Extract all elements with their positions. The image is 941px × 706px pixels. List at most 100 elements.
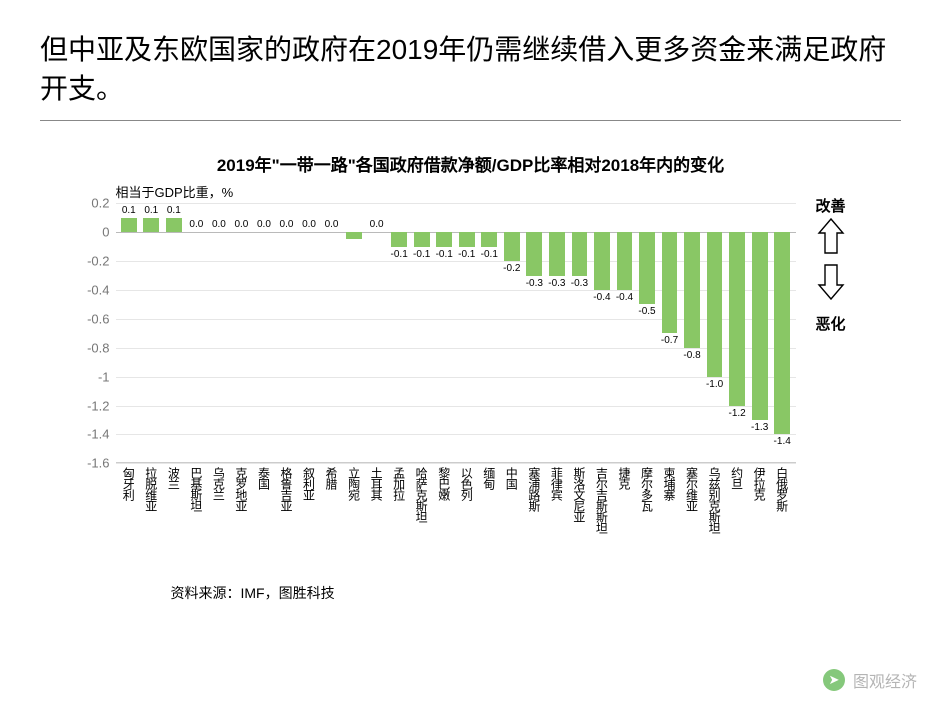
x-label: 泰国	[255, 467, 272, 489]
x-label: 塞浦路斯	[526, 467, 543, 511]
bar-slot: -0.1	[410, 203, 433, 462]
bar	[481, 232, 497, 246]
y-axis: 0.20-0.2-0.4-0.6-0.8-1-1.2-1.4-1.6	[61, 203, 116, 463]
bar-slot: 0.0	[208, 203, 231, 462]
bar-value-label: 0.0	[189, 219, 203, 230]
x-label: 巴基斯坦	[188, 467, 205, 511]
bar-value-label: 0.0	[234, 219, 248, 230]
bar	[459, 232, 475, 246]
x-label: 土耳其	[368, 467, 385, 500]
bar-value-label: -0.1	[458, 249, 475, 260]
bar-slot: -0.5	[636, 203, 659, 462]
y-tick: 0.2	[91, 196, 109, 211]
bar-value-label: -0.4	[593, 292, 610, 303]
y-tick: -1	[98, 369, 110, 384]
y-tick: -0.4	[87, 283, 109, 298]
bar-value-label: 0.0	[302, 219, 316, 230]
x-label: 哈萨克斯坦	[413, 467, 430, 522]
bar-slot: 0.1	[118, 203, 141, 462]
bar-slot: -0.7	[658, 203, 681, 462]
x-label: 斯洛文尼亚	[571, 467, 588, 522]
x-label: 希腊	[323, 467, 340, 489]
bar-value-label: 0.0	[212, 219, 226, 230]
bar-slot: -0.8	[681, 203, 704, 462]
bar	[143, 218, 159, 232]
y-tick: -1.4	[87, 427, 109, 442]
x-label: 黎巴嫩	[436, 467, 453, 500]
bar	[707, 232, 723, 376]
x-label: 叙利亚	[301, 467, 318, 500]
bar-slot: 0.0	[230, 203, 253, 462]
bar-value-label: -0.8	[683, 350, 700, 361]
bar	[639, 232, 655, 304]
y-tick: -0.2	[87, 254, 109, 269]
bar-slot: 0.1	[163, 203, 186, 462]
bar	[166, 218, 182, 232]
bar-value-label: -0.3	[571, 278, 588, 289]
arrow-down-icon	[817, 261, 845, 301]
bar-value-label: 0.0	[370, 219, 384, 230]
x-label: 伊拉克	[751, 467, 768, 500]
bar-slot: -1.0	[703, 203, 726, 462]
gridline	[116, 463, 796, 464]
bar-value-label: 0.0	[280, 219, 294, 230]
x-label: 缅甸	[481, 467, 498, 489]
bar	[752, 232, 768, 420]
bar-slot: -0.1	[455, 203, 478, 462]
chart-source: 资料来源：IMF，图胜科技	[171, 583, 881, 603]
bar	[414, 232, 430, 246]
annotations: 改善 恶化	[796, 203, 866, 463]
divider	[40, 120, 901, 121]
bar-value-label: 0.0	[257, 219, 271, 230]
y-tick: -0.6	[87, 311, 109, 326]
bar-value-label: 0.0	[325, 219, 339, 230]
bar-value-label: -0.1	[436, 249, 453, 260]
bar	[662, 232, 678, 333]
x-label: 中国	[503, 467, 520, 489]
bar-slot: -0.4	[591, 203, 614, 462]
bar-value-label: -1.2	[728, 408, 745, 419]
bar	[391, 232, 407, 246]
bar-slot: -1.3	[748, 203, 771, 462]
bar-value-label: -0.4	[616, 292, 633, 303]
x-label: 捷克	[616, 467, 633, 489]
bar-slot: -0.1	[478, 203, 501, 462]
bar-slot: -0.1	[388, 203, 411, 462]
x-label: 菲律宾	[548, 467, 565, 500]
bar-value-label: -1.3	[751, 422, 768, 433]
slide: 但中亚及东欧国家的政府在2019年仍需继续借入更多资金来满足政府开支。 2019…	[0, 0, 941, 706]
bar-value-label: -0.3	[548, 278, 565, 289]
annotation-improve: 改善	[796, 195, 866, 216]
chart: 2019年"一带一路"各国政府借款净额/GDP比率相对2018年内的变化 相当于…	[61, 151, 881, 603]
bar-slot: 0.0	[298, 203, 321, 462]
bars: 0.10.10.10.00.00.00.00.00.00.00.0-0.1-0.…	[116, 203, 796, 462]
bar	[526, 232, 542, 275]
x-label: 柬埔寨	[661, 467, 678, 500]
bar-value-label: -1.4	[774, 436, 791, 447]
chart-title: 2019年"一带一路"各国政府借款净额/GDP比率相对2018年内的变化	[61, 151, 881, 176]
bar-slot: 0.0	[365, 203, 388, 462]
bar-value-label: -0.2	[503, 263, 520, 274]
slide-title: 但中亚及东欧国家的政府在2019年仍需继续借入更多资金来满足政府开支。	[40, 30, 901, 108]
bar	[729, 232, 745, 405]
bar-slot: 0.0	[320, 203, 343, 462]
bar	[504, 232, 520, 261]
bar-value-label: -0.1	[481, 249, 498, 260]
x-label: 乌兹别克斯坦	[706, 467, 723, 533]
x-label: 乌克兰	[210, 467, 227, 500]
bar-value-label: -0.3	[526, 278, 543, 289]
plot-area: 0.10.10.10.00.00.00.00.00.00.00.0-0.1-0.…	[116, 203, 796, 463]
bar	[617, 232, 633, 290]
chart-body: 0.20-0.2-0.4-0.6-0.8-1-1.2-1.4-1.6 0.10.…	[61, 203, 881, 463]
x-label: 以色列	[458, 467, 475, 500]
arrow-up-icon	[817, 217, 845, 257]
x-label: 塞尔维亚	[684, 467, 701, 511]
bar-slot: -0.3	[568, 203, 591, 462]
x-label: 吉尔吉斯斯坦	[593, 467, 610, 533]
bar	[594, 232, 610, 290]
x-label: 约旦	[729, 467, 746, 489]
bar-value-label: -1.0	[706, 379, 723, 390]
bar-slot: -1.2	[726, 203, 749, 462]
x-label: 孟加拉	[391, 467, 408, 500]
bar	[549, 232, 565, 275]
